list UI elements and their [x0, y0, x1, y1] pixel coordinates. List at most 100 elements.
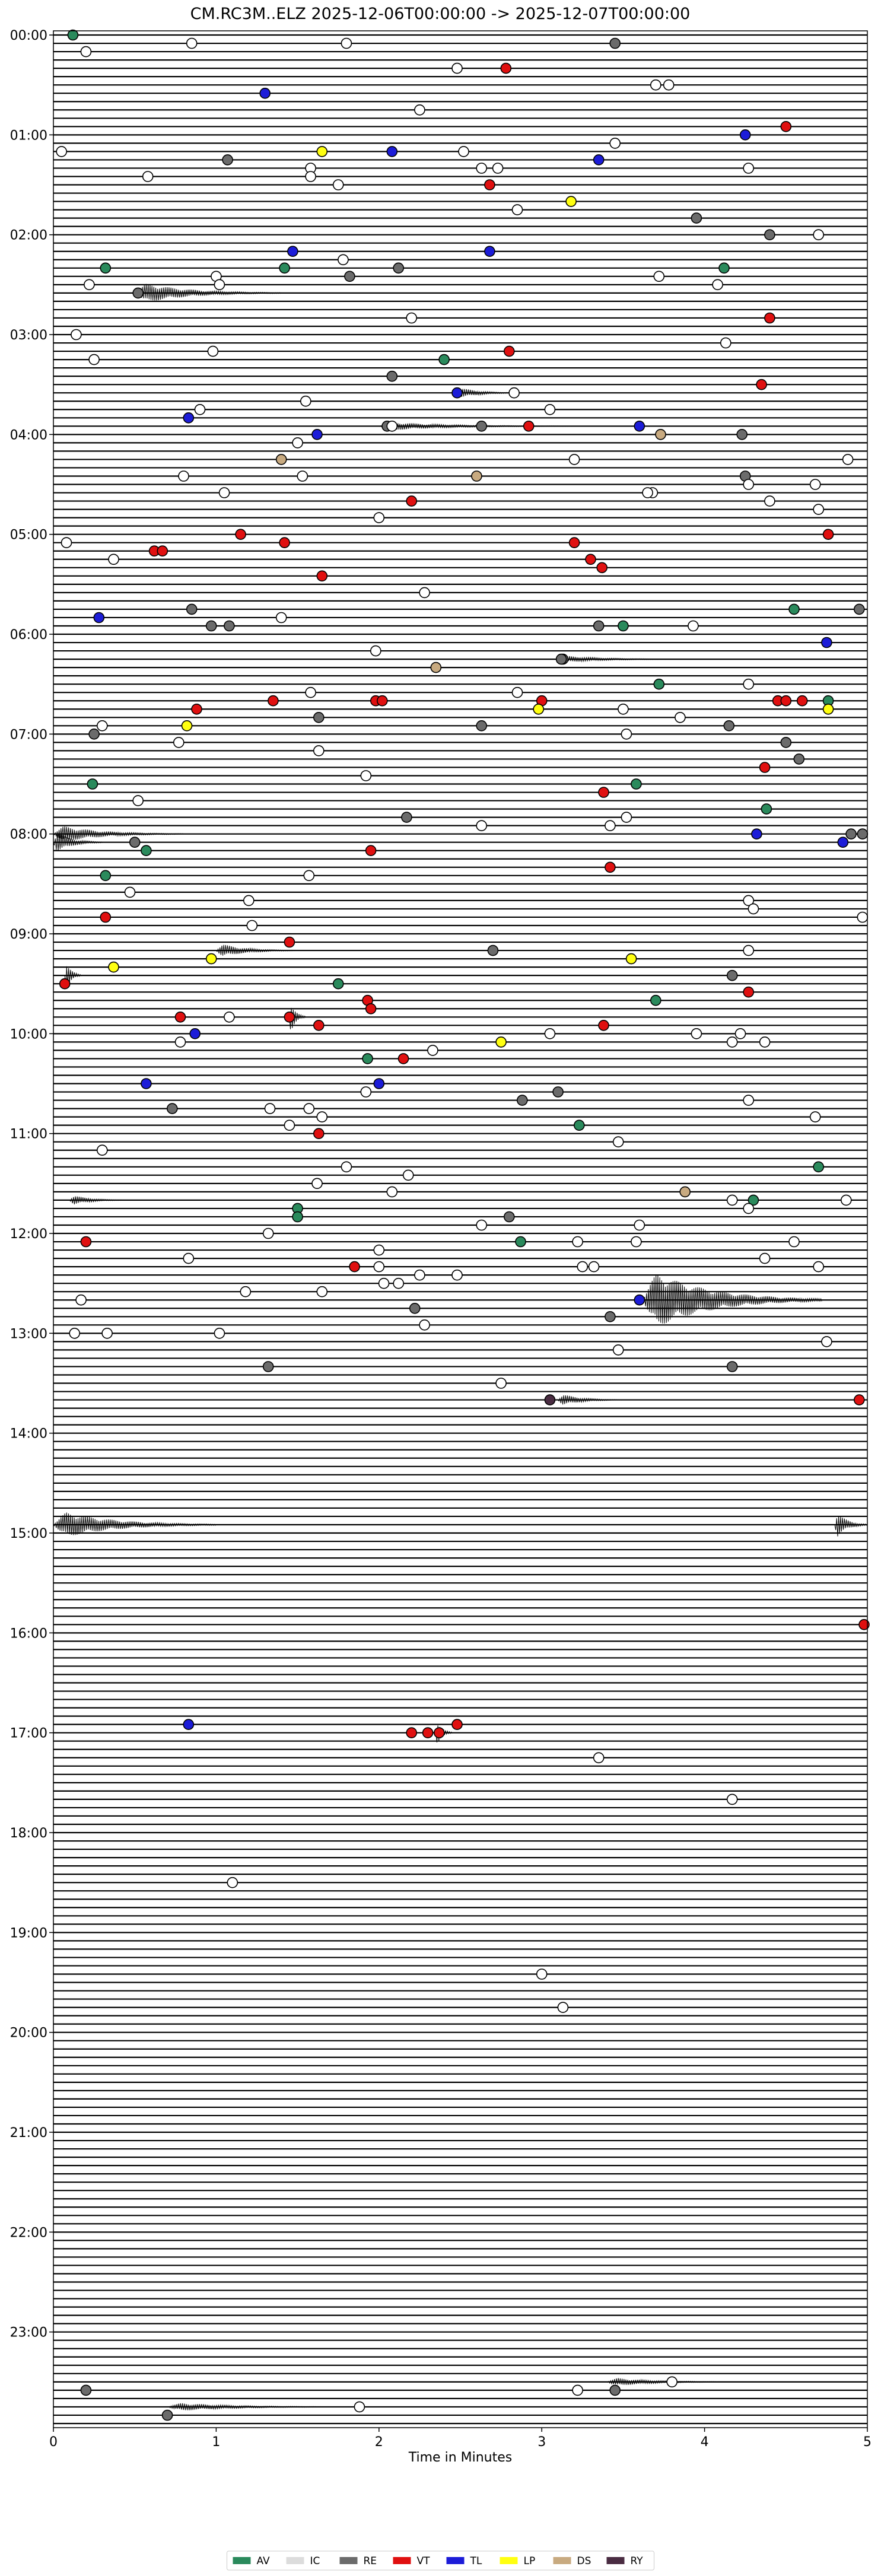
event-marker-re: [691, 212, 702, 224]
detection-marker: [691, 1028, 702, 1039]
event-marker-tl: [451, 387, 463, 399]
detection-marker: [316, 1111, 328, 1122]
y-tick-label: 04:00: [10, 428, 47, 443]
event-marker-lp: [316, 146, 328, 157]
chart-title: CM.RC3M..ELZ 2025-12-06T00:00:00 -> 2025…: [190, 5, 691, 23]
detection-marker: [108, 554, 119, 565]
event-marker-re: [555, 653, 567, 665]
event-marker-re: [409, 1303, 421, 1314]
legend-swatch-ic: [286, 2557, 304, 2564]
event-marker-re: [132, 287, 144, 299]
y-tick-label: 17:00: [10, 1726, 47, 1741]
detection-marker: [650, 79, 661, 91]
detection-marker: [743, 479, 754, 490]
detection-marker: [609, 138, 621, 149]
y-tick-label: 07:00: [10, 727, 47, 742]
detection-marker: [588, 1261, 600, 1273]
x-tick-label: 5: [863, 2435, 872, 2450]
detection-marker: [572, 1236, 583, 1248]
event-marker-vt: [822, 529, 834, 540]
y-axis-hour-labels: 00:00 01:00 02:00 03:00 04:00 05:00 06:00 07:00…: [10, 28, 53, 2340]
event-marker-vt: [279, 537, 290, 549]
detection-marker: [406, 312, 418, 324]
y-tick-label: 09:00: [10, 927, 47, 942]
trace-rows: [53, 34, 867, 2425]
detection-marker: [173, 737, 185, 748]
detection-marker: [316, 1286, 328, 1297]
event-marker-re: [780, 737, 792, 748]
detection-marker: [743, 678, 754, 690]
detection-marker: [663, 79, 675, 91]
detection-marker: [568, 454, 580, 465]
detection-marker: [743, 895, 754, 907]
detection-marker: [621, 812, 632, 823]
detection-marker: [813, 229, 824, 241]
legend-label-ic: IC: [310, 2555, 320, 2567]
detection-marker: [262, 1227, 274, 1239]
event-marker-vt: [268, 695, 279, 707]
detection-marker: [813, 504, 824, 515]
detection-marker: [458, 146, 469, 157]
detection-marker: [414, 1269, 425, 1281]
event-marker-re: [393, 262, 405, 274]
waveform-burst: [134, 284, 282, 301]
y-tick-label: 01:00: [10, 128, 47, 143]
waveform-burst: [53, 1512, 217, 1535]
detection-marker: [360, 770, 372, 781]
detection-marker: [354, 2401, 365, 2413]
detection-marker: [97, 720, 108, 732]
detection-marker: [227, 1877, 238, 1888]
event-marker-lp: [625, 953, 637, 965]
event-marker-lp: [205, 953, 217, 965]
event-marker-av: [788, 603, 800, 615]
event-marker-ds: [679, 1186, 691, 1198]
detection-marker: [378, 1277, 390, 1289]
detection-marker: [305, 686, 316, 698]
y-tick-label: 21:00: [10, 2126, 47, 2141]
event-marker-av: [748, 1194, 759, 1206]
detection-marker: [419, 587, 430, 599]
event-marker-tl: [373, 1078, 385, 1089]
detection-marker: [642, 487, 653, 498]
event-marker-lp: [181, 720, 193, 732]
detection-marker: [341, 37, 352, 49]
detection-marker: [178, 470, 189, 482]
detection-marker: [492, 163, 504, 174]
detection-marker: [621, 729, 632, 740]
detection-marker: [393, 1277, 405, 1289]
detection-marker: [605, 820, 616, 831]
detection-marker: [764, 495, 775, 507]
event-marker-vt: [284, 936, 295, 948]
event-marker-re: [857, 828, 869, 839]
event-marker-vt: [596, 562, 608, 574]
event-marker-vt: [500, 62, 512, 74]
detection-marker: [688, 620, 699, 632]
detection-marker: [243, 895, 255, 907]
event-marker-av: [631, 778, 642, 790]
trace-lines: [53, 34, 867, 2425]
event-marker-tl: [189, 1028, 201, 1039]
detection-marker: [712, 279, 723, 291]
detection-marker: [124, 886, 136, 898]
x-tick-label: 4: [701, 2435, 709, 2450]
detection-marker: [726, 1036, 738, 1048]
detection-marker: [373, 512, 385, 523]
x-tick-label: 2: [375, 2435, 383, 2450]
event-marker-lp: [495, 1036, 507, 1048]
legend-swatch-ry: [606, 2557, 625, 2564]
detection-marker: [809, 1111, 821, 1122]
legend-swatch-ds: [553, 2557, 571, 2564]
event-marker-vt: [858, 1619, 870, 1630]
detection-marker: [495, 1378, 507, 1389]
y-tick-label: 03:00: [10, 328, 47, 343]
detection-marker: [508, 387, 520, 399]
detection-marker: [720, 337, 731, 349]
event-marker-vt: [780, 695, 792, 707]
event-marker-av: [573, 1120, 585, 1131]
detection-marker: [224, 1012, 235, 1023]
event-marker-re: [386, 370, 398, 382]
detection-marker: [84, 279, 95, 291]
event-marker-av: [292, 1211, 303, 1223]
x-tick-label: 3: [537, 2435, 546, 2450]
event-marker-lp: [533, 704, 545, 715]
